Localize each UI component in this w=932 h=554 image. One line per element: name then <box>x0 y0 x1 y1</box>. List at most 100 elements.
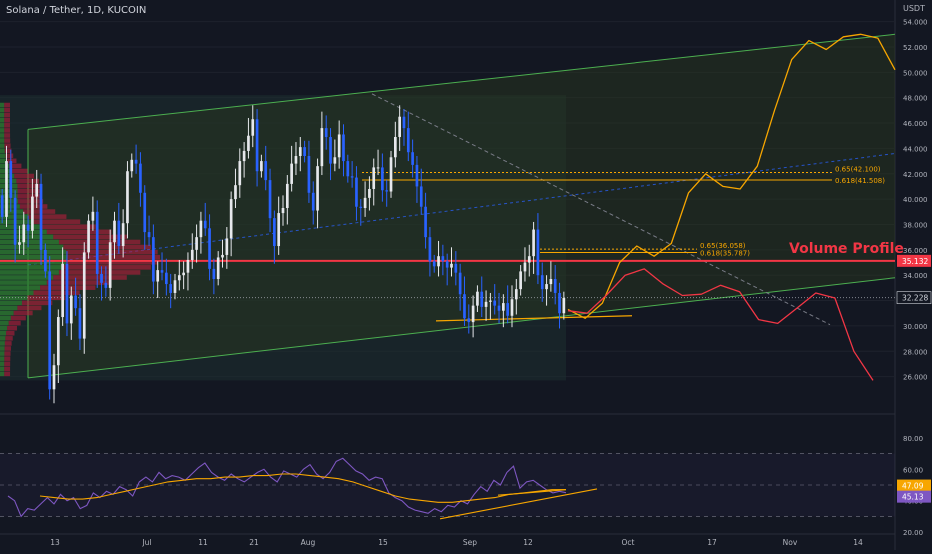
volume-profile-bar-green <box>0 341 5 346</box>
candle-body <box>82 252 86 339</box>
candle-body <box>26 224 30 231</box>
candle-body <box>510 299 514 316</box>
volume-profile-bar-red <box>23 209 56 214</box>
candle-body <box>350 176 354 178</box>
candle-body <box>22 224 26 243</box>
candle-body <box>108 242 112 288</box>
candle-body <box>234 185 237 200</box>
candle-body <box>203 220 207 229</box>
candle-body <box>311 192 315 211</box>
price-axis-tick-label: 44.000 <box>903 145 928 153</box>
volume-profile-bar-red <box>53 275 127 280</box>
candle-body <box>229 199 233 239</box>
candle-body <box>368 188 371 198</box>
volume-profile-bar-green <box>0 244 64 250</box>
volume-profile-bar-green <box>0 102 5 108</box>
volume-profile-bar-green <box>0 290 34 295</box>
time-axis-tick-label: 21 <box>249 538 259 547</box>
candle-body <box>316 166 319 211</box>
volume-profile-bar-red <box>4 371 11 377</box>
price-label-box <box>897 254 931 267</box>
volume-profile-bar-green <box>0 259 67 265</box>
candle-body <box>255 119 259 172</box>
volume-profile-label: Volume Profile <box>789 241 904 257</box>
fib-level-label: 0.618(41.508) <box>835 177 885 185</box>
fib-level-label: 0.618(35.787) <box>700 250 750 258</box>
candle-body <box>480 291 484 307</box>
candle-body <box>329 136 332 164</box>
volume-profile-bar-green <box>0 310 14 316</box>
candle-body <box>285 183 289 208</box>
volume-profile-bar-green <box>0 123 5 128</box>
candle-body <box>65 263 69 324</box>
volume-profile-bar-red <box>5 153 14 159</box>
candle-body <box>281 208 285 214</box>
volume-profile-bar-green <box>0 280 47 285</box>
candle-body <box>18 242 21 245</box>
candle-body <box>238 161 242 186</box>
candle-body <box>514 289 518 300</box>
volume-profile-bar-green <box>0 315 11 321</box>
volume-profile-bar-green <box>0 239 59 245</box>
volume-profile-bar-green <box>0 224 41 230</box>
volume-profile-bar-green <box>0 158 7 164</box>
volume-profile-bar-red <box>4 356 11 361</box>
price-axis-tick-label: 46.000 <box>903 120 928 128</box>
volume-profile-bar-green <box>0 295 28 301</box>
symbol-title: Solana / Tether, 1D, KUCOIN <box>6 5 147 16</box>
candle-body <box>290 163 293 184</box>
volume-profile-bar-red <box>5 336 13 341</box>
rsi-band-fill <box>0 453 895 517</box>
candle-body <box>264 161 268 181</box>
time-axis: 13 Jul 11 21 Aug 15 Sep 12 Oct 17 Nov 14 <box>50 538 863 547</box>
candle-body <box>0 195 4 217</box>
volume-profile-bar-red <box>4 128 11 133</box>
channel-lower-line <box>27 277 896 379</box>
candle-body <box>143 192 147 233</box>
candle-body <box>536 229 540 276</box>
candle-body <box>277 213 281 247</box>
candle-body <box>458 272 462 295</box>
volume-profile-bar-red <box>10 315 26 321</box>
candle-body <box>251 119 255 136</box>
price-axis-tick-label: 48.000 <box>903 95 928 103</box>
volume-profile-bar-red <box>14 173 35 179</box>
candle-body <box>324 128 328 137</box>
candle-body <box>419 186 423 207</box>
volume-profile-bar-red <box>4 341 12 346</box>
volume-profile-bar-green <box>0 320 9 326</box>
candle-body <box>35 183 39 197</box>
candle-body <box>506 303 510 316</box>
volume-profile-bar-green <box>0 153 6 159</box>
candle-body <box>100 273 103 283</box>
candle-body <box>126 171 129 224</box>
rsi-trendline-upper <box>497 489 567 496</box>
volume-profile-bar-red <box>46 280 112 285</box>
volume-profile-bar-green <box>0 143 5 148</box>
volume-profile-bar-green <box>0 351 5 356</box>
candle-body <box>78 308 82 339</box>
candle-body <box>156 270 160 282</box>
volume-profile-bar-red <box>53 234 127 240</box>
candle-body <box>165 272 168 285</box>
volume-profile-bar-green <box>0 265 64 270</box>
candle-body <box>445 261 449 268</box>
volume-profile-bar-red <box>21 300 53 306</box>
rsi-value-label: 45.13 <box>902 493 924 502</box>
price-axis-tick-label: 36.000 <box>903 247 928 255</box>
candle-body <box>493 300 497 306</box>
volume-profile-bar-green <box>0 300 22 306</box>
volume-profile-bar-red <box>58 239 141 245</box>
volume-profile-bar-green <box>0 371 5 377</box>
volume-profile-bar-green <box>0 330 7 336</box>
time-axis-tick-label: Aug <box>301 538 316 547</box>
price-axis-tick-label: 40.000 <box>903 196 928 204</box>
volume-profile-bar-green <box>0 194 18 199</box>
candle-body <box>104 282 108 288</box>
candle-body <box>476 291 479 306</box>
candle-body <box>13 197 17 245</box>
volume-profile-bar-red <box>63 265 151 270</box>
price-label: 35.132 <box>902 257 928 266</box>
rsi-ma-line <box>39 473 567 503</box>
